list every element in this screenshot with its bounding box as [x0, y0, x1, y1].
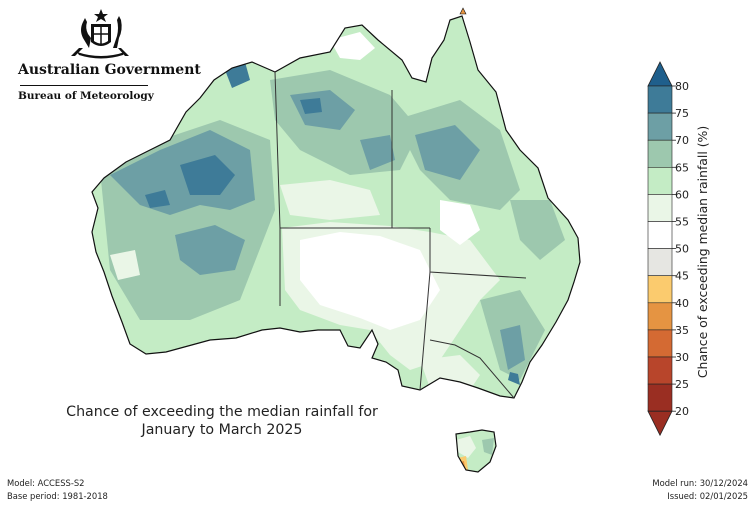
- legend-tick-label: 45: [675, 270, 689, 283]
- legend-swatch: [647, 356, 673, 385]
- legend-tick-label: 30: [675, 351, 689, 364]
- legend-swatch: [647, 112, 673, 141]
- chart-title-line-2: January to March 2025: [141, 422, 303, 438]
- base-period-label: Base period: 1981-2018: [7, 491, 108, 501]
- legend-tick-label: 50: [675, 243, 689, 256]
- legend-swatch: [647, 383, 673, 412]
- legend-swatch: [647, 248, 673, 277]
- legend-swatch: [647, 167, 673, 195]
- legend-tick-label: 35: [675, 324, 689, 337]
- legend-tick-label: 60: [675, 188, 689, 201]
- legend-swatch: [647, 85, 673, 114]
- legend-tick-label: 25: [675, 378, 689, 391]
- coat-of-arms-icon: [71, 9, 129, 59]
- legend-title: Chance of exceeding median rainfall (%): [695, 126, 710, 378]
- legend-tick-label: 80: [675, 80, 689, 93]
- logo-divider: [20, 85, 148, 86]
- state-borders: [274, 71, 527, 399]
- legend-tick-label: 20: [675, 405, 689, 418]
- issued-label: Issued: 02/01/2025: [667, 491, 748, 501]
- legend-tick-label: 55: [675, 216, 689, 229]
- legend-tick-label: 70: [675, 134, 689, 147]
- agency-name: Bureau of Meteorology: [18, 90, 154, 102]
- model-run-label: Model run: 30/12/2024: [652, 478, 748, 488]
- legend-swatch: [647, 139, 673, 168]
- chart-title: Chance of exceeding the median rainfall …: [40, 403, 404, 439]
- legend-tick-label: 40: [675, 297, 689, 310]
- chart-title-line-1: Chance of exceeding the median rainfall …: [66, 404, 378, 420]
- legend-tick-label: 65: [675, 161, 689, 174]
- legend-bottom-arrow: [647, 410, 673, 437]
- model-label: Model: ACCESS-S2: [7, 478, 85, 488]
- legend-swatch: [647, 302, 673, 331]
- legend-tick-labels: 80 75 70 65 60 55 50 45 40 35 30 25 20: [672, 80, 689, 418]
- legend-swatch: [647, 329, 673, 358]
- legend-swatch: [647, 221, 673, 249]
- legend-color-bar: [647, 61, 673, 437]
- legend-swatch: [647, 275, 673, 304]
- legend-top-arrow: [647, 61, 673, 87]
- legend-swatch: [647, 194, 673, 222]
- legend-tick-label: 75: [675, 107, 689, 120]
